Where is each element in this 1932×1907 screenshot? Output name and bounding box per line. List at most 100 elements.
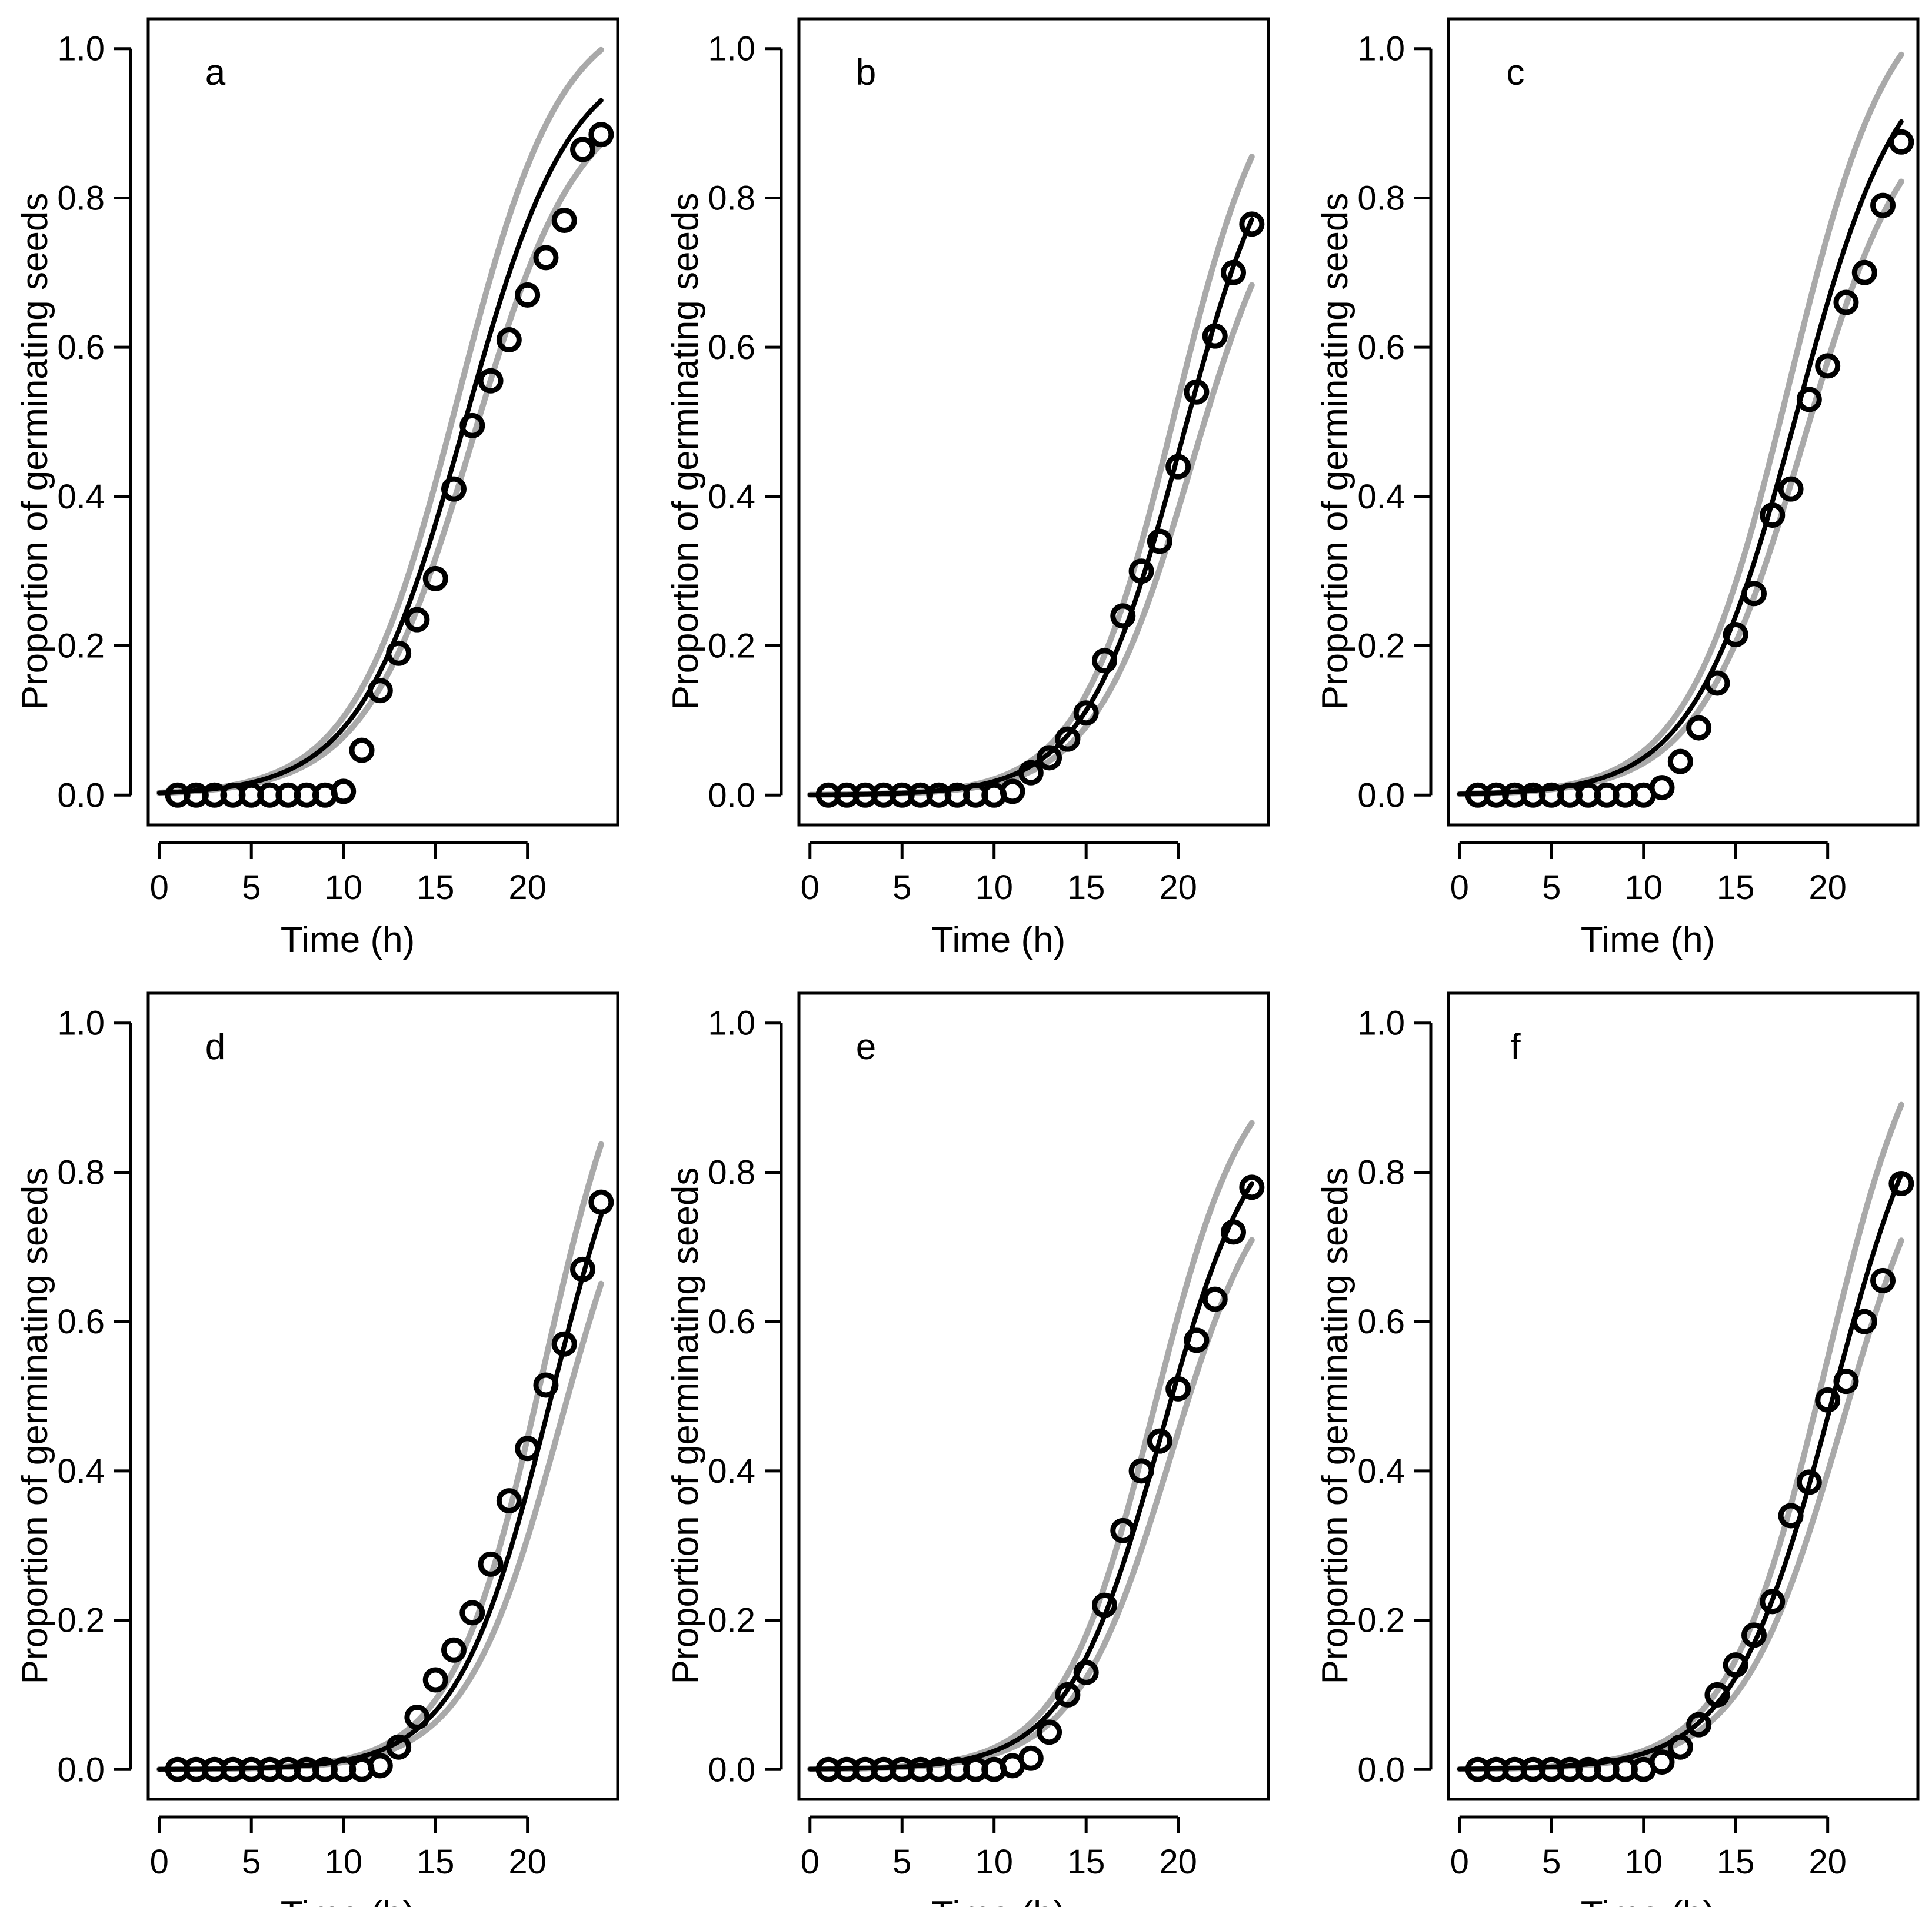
panel-letter: b <box>856 52 876 93</box>
data-point <box>1649 1749 1675 1775</box>
data-point <box>404 1704 430 1730</box>
y-tick-label: 0.6 <box>1357 1303 1405 1341</box>
data-point <box>1833 1369 1859 1395</box>
y-axis-label: Proportion of germinating seeds <box>1315 1167 1355 1685</box>
panel-letter: c <box>1507 52 1525 93</box>
y-tick-label: 0.2 <box>708 1602 755 1640</box>
y-tick-label: 0.6 <box>57 328 105 367</box>
data-point <box>1741 1622 1767 1648</box>
data-point <box>1055 726 1081 752</box>
data-point <box>1202 323 1228 349</box>
x-tick-label: 10 <box>324 868 362 907</box>
plot-frame <box>1447 17 1920 827</box>
data-point <box>1741 581 1767 607</box>
data-point <box>1796 387 1822 412</box>
panel-a: 0.0 0.2 0.4 0.6 0.8 1.0 0 5 10 15 20 Time (h) Propor… <box>15 17 619 960</box>
x-tick-label: 0 <box>1450 1843 1469 1881</box>
data-point <box>1221 1219 1247 1245</box>
data-point <box>1870 1267 1896 1293</box>
data-point <box>1888 1170 1914 1196</box>
data-point <box>1667 748 1693 774</box>
data-point <box>1239 211 1265 237</box>
y-tick-label: 0.0 <box>1357 776 1405 814</box>
y-axis-label: Proportion of germinating seeds <box>665 193 706 710</box>
upper-ci-curve <box>1456 1101 1904 1772</box>
plot-frame <box>146 17 619 827</box>
panel-letter: a <box>205 52 226 93</box>
data-point <box>1667 1734 1693 1760</box>
y-tick-label: 0.2 <box>57 1602 105 1640</box>
y-tick-label: 1.0 <box>1357 1004 1405 1043</box>
data-point <box>1073 700 1099 726</box>
data-point <box>515 282 541 308</box>
data-point <box>404 607 430 633</box>
fitted-curve <box>1457 119 1904 797</box>
plot-frame <box>797 991 1270 1801</box>
data-point <box>1128 1458 1154 1484</box>
y-tick-label: 0.0 <box>57 776 105 814</box>
y-tick-label: 0.2 <box>708 627 755 665</box>
y-tick-label: 0.8 <box>57 179 105 217</box>
x-tick-label: 5 <box>892 868 911 907</box>
y-axis-label: Proportion of germinating seeds <box>15 1167 55 1685</box>
y-tick-label: 1.0 <box>708 1004 755 1043</box>
x-axis-label: Time (h) <box>281 920 415 960</box>
data-point <box>551 208 577 233</box>
data-point <box>478 368 504 394</box>
data-point <box>1110 603 1136 629</box>
data-point <box>1704 670 1730 696</box>
x-tick-label: 20 <box>508 868 547 907</box>
y-tick-label: 0.4 <box>57 478 105 516</box>
panel-letter: f <box>1510 1027 1521 1067</box>
data-point <box>1073 1659 1099 1685</box>
x-tick-label: 20 <box>1808 868 1847 907</box>
y-tick-label: 0.8 <box>1357 179 1405 217</box>
fitted-curve <box>807 217 1254 797</box>
x-tick-label: 15 <box>1067 868 1105 907</box>
x-tick-label: 15 <box>1717 1843 1755 1881</box>
data-point <box>1184 379 1210 405</box>
y-tick-label: 0.4 <box>708 1452 755 1490</box>
data-point <box>1165 454 1191 480</box>
y-axis-label: Proportion of germinating seeds <box>15 193 55 710</box>
panel-e: 0.0 0.2 0.4 0.6 0.8 1.0 0 5 10 15 20 Time (h) Propor… <box>665 991 1270 1907</box>
x-tick-label: 10 <box>324 1843 362 1881</box>
data-point <box>1760 502 1786 528</box>
data-point <box>1165 1376 1191 1402</box>
data-point <box>570 137 596 162</box>
y-tick-label: 0.0 <box>57 1750 105 1789</box>
data-point <box>1018 760 1044 786</box>
x-axis-label: Time (h) <box>931 1894 1065 1907</box>
data-point <box>1184 1327 1210 1353</box>
y-tick-label: 0.6 <box>708 1303 755 1341</box>
y-tick-label: 0.4 <box>1357 478 1405 516</box>
data-point <box>459 1600 485 1626</box>
plot-frame <box>797 17 1270 827</box>
x-tick-label: 20 <box>1159 1843 1197 1881</box>
data-point <box>1000 778 1025 804</box>
y-tick-label: 0.0 <box>1357 1750 1405 1789</box>
data-point <box>588 1189 614 1215</box>
data-point <box>1239 1174 1265 1200</box>
data-point <box>1796 1469 1822 1495</box>
data-point <box>1091 1592 1117 1618</box>
x-tick-label: 5 <box>242 1843 261 1881</box>
x-tick-label: 0 <box>1450 868 1469 907</box>
data-point <box>1723 622 1748 648</box>
panel-b: 0.0 0.2 0.4 0.6 0.8 1.0 0 5 10 15 20 Time (h) Propor… <box>665 17 1270 960</box>
fitted-curve <box>807 1181 1254 1772</box>
panel-letter: e <box>856 1027 876 1067</box>
x-tick-label: 5 <box>242 868 261 907</box>
data-point <box>441 1637 467 1663</box>
upper-ci-curve <box>1456 51 1904 797</box>
x-tick-label: 15 <box>417 868 455 907</box>
data-point <box>478 1551 504 1577</box>
y-tick-label: 1.0 <box>57 1004 105 1043</box>
data-point <box>1760 1589 1786 1615</box>
panel-f: 0.0 0.2 0.4 0.6 0.8 1.0 0 5 10 15 20 Time (h) Propor… <box>1315 991 1920 1907</box>
y-tick-label: 0.0 <box>708 1750 755 1789</box>
y-tick-label: 0.2 <box>1357 627 1405 665</box>
data-point <box>1870 192 1896 218</box>
panel-d: 0.0 0.2 0.4 0.6 0.8 1.0 0 5 10 15 20 Time (h) Propor… <box>15 991 619 1907</box>
lower-ci-curve <box>156 141 604 796</box>
